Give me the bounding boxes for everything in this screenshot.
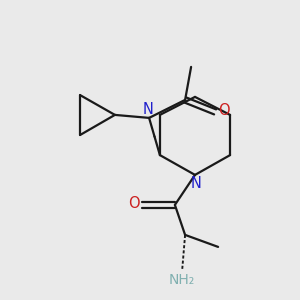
Text: N: N xyxy=(142,102,153,117)
Text: O: O xyxy=(218,103,229,118)
Text: N: N xyxy=(191,176,202,191)
Text: O: O xyxy=(128,196,139,211)
Text: NH₂: NH₂ xyxy=(169,274,195,287)
